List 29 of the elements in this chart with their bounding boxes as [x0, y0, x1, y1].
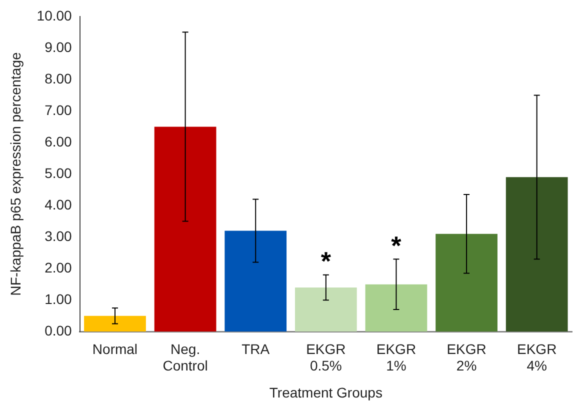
y-tick-label: 0.00 [44, 322, 72, 338]
x-tick-label: EKGR 0.5% [306, 340, 346, 374]
y-tick-label: 7.00 [44, 102, 72, 118]
y-tick-label: 4.00 [44, 196, 72, 212]
x-tick-label: EKGR 4% [517, 340, 557, 374]
annotation: * [391, 230, 402, 260]
y-tick-label: 3.00 [44, 228, 72, 244]
x-tick-label: EKGR 1% [376, 340, 416, 374]
bar [506, 177, 568, 332]
y-axis-title: NF-kappaB p65 expression percentage [7, 52, 24, 296]
bar [365, 284, 428, 332]
x-tick-label: Normal [92, 340, 138, 357]
bar [154, 126, 216, 332]
annotation: * [320, 246, 332, 276]
bar [224, 230, 287, 332]
x-tick-label: EKGR 2% [446, 340, 486, 374]
y-tick-label: 9.00 [44, 38, 72, 55]
y-tick-label: 1.00 [44, 290, 72, 307]
bar [84, 316, 146, 332]
y-tick-label: 8.00 [44, 70, 72, 86]
y-tick-label: 6.00 [44, 133, 72, 150]
x-tick-label: TRA [242, 340, 270, 357]
x-axis-title: Treatment Groups [269, 384, 382, 400]
bar [294, 287, 357, 332]
y-tick-label: 5.00 [44, 164, 72, 181]
bar [436, 234, 498, 332]
y-tick-label: 10.00 [36, 7, 72, 24]
y-tick-label: 2.00 [44, 259, 72, 276]
x-tick-label: Neg. Control [162, 340, 208, 374]
